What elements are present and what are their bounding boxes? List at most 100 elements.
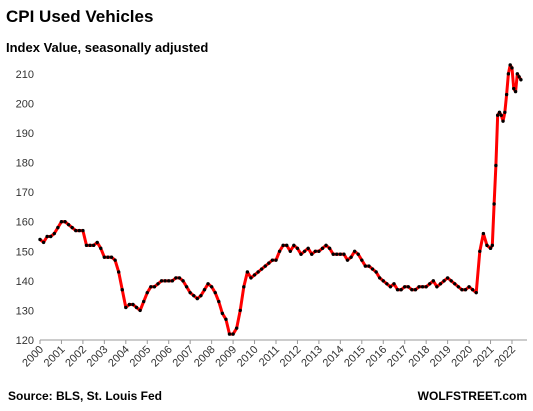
point bbox=[106, 255, 110, 259]
brand: WOLFSTREET.com bbox=[418, 389, 527, 403]
point bbox=[313, 249, 318, 253]
point bbox=[59, 220, 64, 224]
point bbox=[259, 267, 264, 271]
point bbox=[152, 285, 157, 289]
x-tick-label: 2014 bbox=[321, 344, 347, 370]
point bbox=[102, 255, 107, 259]
point bbox=[88, 243, 92, 248]
point bbox=[399, 288, 403, 292]
point bbox=[41, 240, 46, 245]
point bbox=[145, 290, 149, 295]
point bbox=[504, 92, 509, 97]
point bbox=[120, 288, 124, 292]
point bbox=[281, 243, 285, 248]
point bbox=[506, 72, 511, 76]
y-tick-label: 150 bbox=[16, 246, 34, 258]
point bbox=[52, 231, 57, 236]
point bbox=[299, 252, 303, 256]
point bbox=[192, 293, 196, 298]
point bbox=[206, 282, 210, 286]
point bbox=[127, 302, 132, 307]
x-tick-label: 2010 bbox=[235, 344, 261, 370]
chart-subtitle: Index Value, seasonally adjusted bbox=[6, 40, 208, 55]
point bbox=[331, 252, 335, 256]
x-tick-label: 2011 bbox=[257, 344, 282, 369]
point bbox=[395, 288, 400, 292]
point bbox=[499, 113, 503, 117]
point bbox=[74, 228, 78, 233]
point bbox=[431, 279, 436, 283]
point bbox=[159, 279, 164, 283]
point bbox=[381, 279, 385, 283]
point bbox=[199, 293, 203, 298]
point bbox=[485, 243, 489, 248]
point bbox=[181, 279, 185, 283]
x-tick-label: 2000 bbox=[20, 344, 46, 370]
point bbox=[249, 276, 253, 280]
y-tick-label: 200 bbox=[16, 98, 34, 110]
point bbox=[285, 243, 289, 248]
point bbox=[495, 113, 500, 117]
y-tick-label: 210 bbox=[16, 69, 34, 81]
point bbox=[141, 299, 146, 304]
x-tick-label: 2005 bbox=[128, 344, 154, 370]
x-tick-label: 2012 bbox=[278, 344, 304, 370]
x-tick-label: 2003 bbox=[85, 344, 111, 370]
y-tick-label: 180 bbox=[16, 158, 34, 170]
point bbox=[377, 276, 382, 280]
point bbox=[63, 220, 67, 224]
point bbox=[202, 288, 207, 292]
point bbox=[220, 311, 225, 316]
y-tick-label: 120 bbox=[16, 335, 34, 347]
x-tick-label: 2016 bbox=[364, 344, 390, 370]
point bbox=[519, 78, 523, 82]
point bbox=[488, 246, 493, 251]
point bbox=[224, 317, 228, 321]
point bbox=[70, 225, 74, 230]
point bbox=[342, 252, 346, 256]
point bbox=[131, 302, 135, 307]
point bbox=[470, 288, 475, 292]
point bbox=[449, 279, 453, 283]
point bbox=[234, 326, 239, 330]
point bbox=[170, 279, 175, 283]
point bbox=[195, 296, 200, 301]
point bbox=[306, 246, 310, 251]
point bbox=[231, 332, 235, 336]
point bbox=[292, 243, 296, 248]
point bbox=[349, 255, 353, 259]
point bbox=[167, 279, 171, 283]
point bbox=[324, 243, 328, 248]
y-tick-label: 140 bbox=[16, 276, 34, 288]
point bbox=[413, 288, 418, 292]
point bbox=[317, 249, 321, 253]
point bbox=[510, 66, 514, 70]
point bbox=[497, 110, 502, 114]
line bbox=[39, 63, 523, 336]
point bbox=[270, 258, 275, 262]
point bbox=[327, 246, 332, 251]
point bbox=[288, 249, 293, 253]
point bbox=[49, 234, 53, 239]
point bbox=[360, 258, 364, 262]
point bbox=[508, 63, 512, 67]
point bbox=[385, 282, 389, 286]
point bbox=[474, 290, 478, 295]
point bbox=[45, 234, 49, 239]
point bbox=[252, 273, 257, 277]
point bbox=[463, 288, 468, 292]
point bbox=[460, 288, 464, 292]
point bbox=[134, 305, 139, 310]
point bbox=[84, 243, 89, 248]
point bbox=[515, 72, 520, 76]
point bbox=[95, 240, 99, 245]
point bbox=[490, 243, 495, 248]
point bbox=[238, 308, 242, 313]
x-tick-label: 2002 bbox=[63, 344, 89, 370]
point bbox=[227, 332, 232, 336]
point bbox=[406, 285, 410, 289]
point bbox=[501, 119, 505, 123]
point bbox=[453, 282, 457, 286]
point bbox=[442, 279, 446, 283]
